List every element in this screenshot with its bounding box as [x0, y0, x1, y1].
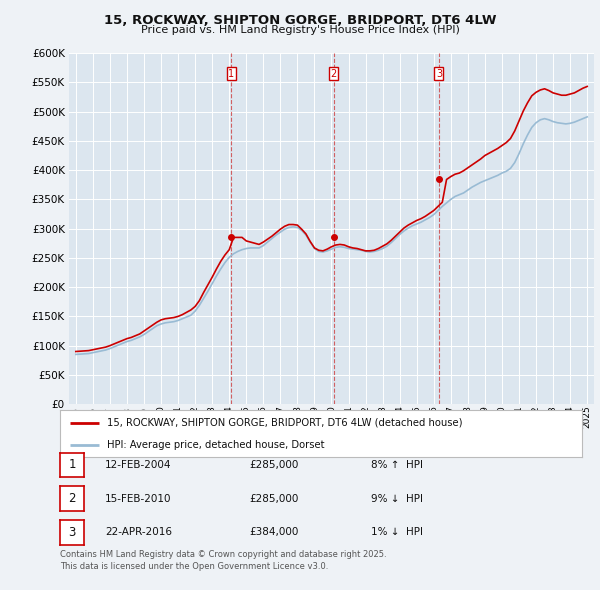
Text: £384,000: £384,000 — [249, 527, 298, 537]
Text: 9% ↓  HPI: 9% ↓ HPI — [371, 494, 423, 503]
Text: 15, ROCKWAY, SHIPTON GORGE, BRIDPORT, DT6 4LW: 15, ROCKWAY, SHIPTON GORGE, BRIDPORT, DT… — [104, 14, 496, 27]
Text: Contains HM Land Registry data © Crown copyright and database right 2025.: Contains HM Land Registry data © Crown c… — [60, 550, 386, 559]
Text: 2: 2 — [331, 69, 337, 79]
Text: 22-APR-2016: 22-APR-2016 — [105, 527, 172, 537]
Text: £285,000: £285,000 — [249, 494, 298, 503]
Text: 1: 1 — [228, 69, 235, 79]
Text: 3: 3 — [436, 69, 442, 79]
Text: 3: 3 — [68, 526, 76, 539]
Text: 1: 1 — [68, 458, 76, 471]
Text: 8% ↑  HPI: 8% ↑ HPI — [371, 460, 423, 470]
Text: 2: 2 — [68, 492, 76, 505]
Text: This data is licensed under the Open Government Licence v3.0.: This data is licensed under the Open Gov… — [60, 562, 328, 571]
Text: 15-FEB-2010: 15-FEB-2010 — [105, 494, 172, 503]
Text: 15, ROCKWAY, SHIPTON GORGE, BRIDPORT, DT6 4LW (detached house): 15, ROCKWAY, SHIPTON GORGE, BRIDPORT, DT… — [107, 418, 463, 428]
Text: £285,000: £285,000 — [249, 460, 298, 470]
Text: HPI: Average price, detached house, Dorset: HPI: Average price, detached house, Dors… — [107, 440, 325, 450]
Text: 1% ↓  HPI: 1% ↓ HPI — [371, 527, 423, 537]
Text: Price paid vs. HM Land Registry's House Price Index (HPI): Price paid vs. HM Land Registry's House … — [140, 25, 460, 35]
Text: 12-FEB-2004: 12-FEB-2004 — [105, 460, 172, 470]
